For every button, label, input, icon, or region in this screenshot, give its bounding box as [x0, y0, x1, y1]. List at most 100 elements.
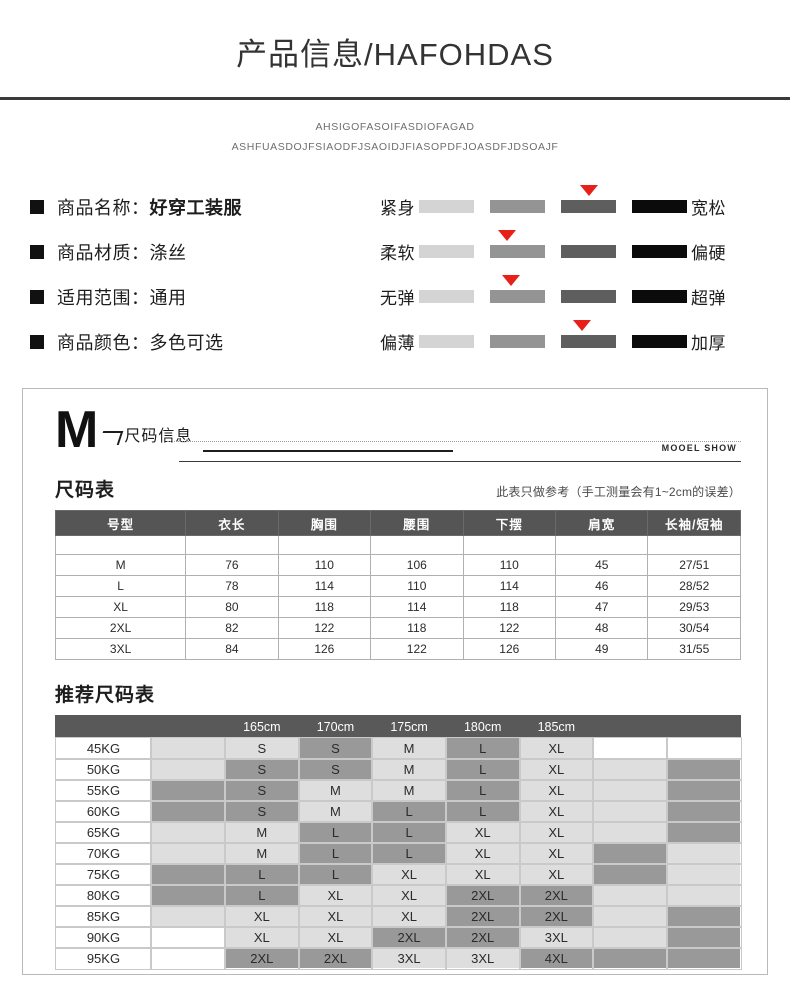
recommended-size-cell: XL: [297, 883, 374, 907]
slider-track[interactable]: [419, 185, 687, 214]
slider-segment-3[interactable]: [561, 245, 616, 259]
measure-cell: 28/52: [647, 575, 741, 597]
recommended-size-cell: [665, 799, 742, 823]
recommended-size-cell: 2XL: [518, 904, 595, 928]
recommended-size-cell: [592, 799, 668, 823]
recommended-size-cell: XL: [444, 841, 521, 865]
recommended-size-cell: L: [444, 778, 521, 802]
slider-track[interactable]: [419, 230, 687, 259]
table-row: 65KG M L L XL XL: [54, 820, 742, 844]
slider-segment-3[interactable]: [561, 290, 616, 304]
slider-segment-1[interactable]: [419, 245, 474, 259]
slider-segment-2[interactable]: [490, 290, 545, 304]
recommended-size-cell: [592, 904, 668, 928]
recommended-size-cell: [592, 925, 668, 949]
size-table-col-header: 胸围: [277, 510, 372, 536]
slider-segment-4[interactable]: [632, 245, 687, 259]
recommended-size-cell: L: [297, 820, 374, 844]
recommended-size-cell: XL: [518, 820, 595, 844]
measure-cell: 31/55: [647, 638, 741, 660]
recommended-size-cell: [665, 862, 742, 886]
slider-segment-4[interactable]: [632, 200, 687, 214]
dotted-rule: [167, 441, 741, 442]
recommended-size-cell: [592, 820, 668, 844]
measure-cell: 48: [555, 617, 649, 639]
slider-segment-1[interactable]: [419, 335, 474, 349]
rec-table-col-header: [666, 715, 741, 738]
recommended-size-cell: XL: [518, 778, 595, 802]
attribute-slider-row[interactable]: 柔软 偏硬: [380, 229, 764, 274]
recommended-size-cell: 2XL: [444, 904, 521, 928]
spec-row: 适用范围： 通用: [30, 274, 370, 319]
slider-segment-3[interactable]: [561, 200, 616, 214]
recommended-size-cell: [150, 757, 227, 781]
measure-cell: 118: [462, 596, 557, 618]
recommended-size-cell: [665, 946, 742, 970]
recommended-size-cell: [592, 778, 668, 802]
recommended-size-cell: [150, 841, 227, 865]
recommended-size-cell: L: [444, 736, 521, 760]
hook-icon: [99, 431, 124, 445]
measure-cell: 118: [370, 617, 464, 639]
slider-segment-1[interactable]: [419, 290, 474, 304]
size-table-wrap: 号型 衣长 胸围 腰围 下摆 肩宽 长袖/短袖 M 76 110 106 110 45 27/51 L 78…: [23, 510, 767, 660]
brand-tag-label: 尺码信息: [124, 428, 193, 445]
table-row: 60KG S M L L XL: [54, 799, 742, 823]
recommended-size-cell: [150, 862, 227, 886]
attribute-slider-row[interactable]: 偏薄 加厚: [380, 319, 764, 364]
recommended-size-cell: 2XL: [444, 925, 521, 949]
slider-segment-2[interactable]: [490, 335, 545, 349]
rec-table-header-row: 165cm 170cm 175cm 180cm 185cm: [55, 715, 741, 738]
slider-segment-3[interactable]: [561, 335, 616, 349]
slider-segment-2[interactable]: [490, 245, 545, 259]
recommended-size-cell: [665, 883, 742, 907]
slider-track[interactable]: [419, 320, 687, 349]
table-row: 45KG S S M L XL: [54, 736, 742, 760]
size-table: 号型 衣长 胸围 腰围 下摆 肩宽 长袖/短袖 M 76 110 106 110 45 27/51 L 78…: [54, 510, 741, 660]
size-info-card: M 尺码信息 MOOEL SHOW 尺码表 此表只做参考（手工测量会有1~2cm…: [22, 388, 768, 975]
slider-segment-1[interactable]: [419, 200, 474, 214]
weight-label-cell: 50KG: [54, 757, 153, 781]
weight-label-cell: 45KG: [54, 736, 153, 760]
size-table-col-header: 下摆: [462, 510, 557, 536]
size-table-col-header: 长袖/短袖: [647, 510, 741, 536]
measure-cell: 110: [277, 554, 372, 576]
rec-table-col-header: 180cm: [445, 715, 521, 738]
measure-cell: 84: [185, 638, 279, 660]
model-show-label: MOOEL SHOW: [661, 443, 737, 453]
recommended-size-cell: XL: [518, 799, 595, 823]
size-table-header: 尺码表 此表只做参考（手工测量会有1~2cm的误差）: [23, 455, 767, 510]
attribute-slider-row[interactable]: 无弹 超弹: [380, 274, 764, 319]
square-bullet-icon: [30, 199, 44, 214]
recommended-size-cell: L: [444, 799, 521, 823]
slider-segment-4[interactable]: [632, 290, 687, 304]
recommended-size-cell: L: [371, 841, 447, 865]
recommended-size-cell: M: [224, 841, 300, 865]
measure-cell: 106: [370, 554, 464, 576]
recommended-size-cell: [150, 799, 227, 823]
recommended-size-cell: [665, 925, 742, 949]
measure-cell: 122: [277, 617, 372, 639]
slider-segment-4[interactable]: [632, 335, 687, 349]
measure-cell: 126: [277, 638, 372, 660]
attribute-slider-row[interactable]: 紧身 宽松: [380, 184, 764, 229]
recommended-size-cell: [150, 946, 227, 970]
title-block: 产品信息/HAFOHDAS: [0, 0, 790, 101]
size-table-header-row: 号型 衣长 胸围 腰围 下摆 肩宽 长袖/短袖: [54, 510, 741, 536]
slider-track[interactable]: [419, 275, 687, 304]
weight-label-cell: 60KG: [54, 799, 153, 823]
recommended-size-cell: 3XL: [444, 946, 521, 970]
recommended-size-cell: M: [371, 736, 447, 760]
recommended-size-cell: 3XL: [518, 925, 595, 949]
size-card-header: M 尺码信息 MOOEL SHOW: [23, 389, 767, 462]
slider-left-label: 柔软: [380, 244, 415, 264]
subtitle-line-1: AHSIGOFASOIFASDIOFAGAD: [315, 121, 475, 134]
recommended-size-cell: M: [224, 820, 300, 844]
recommended-size-cell: S: [224, 736, 300, 760]
size-table-spacer-row: [54, 535, 741, 555]
slider-segment-2[interactable]: [490, 200, 545, 214]
table-row: 50KG S S M L XL: [54, 757, 742, 781]
spacer-cell: [277, 535, 372, 555]
recommended-size-cell: [665, 841, 742, 865]
short-underline: [203, 450, 453, 452]
